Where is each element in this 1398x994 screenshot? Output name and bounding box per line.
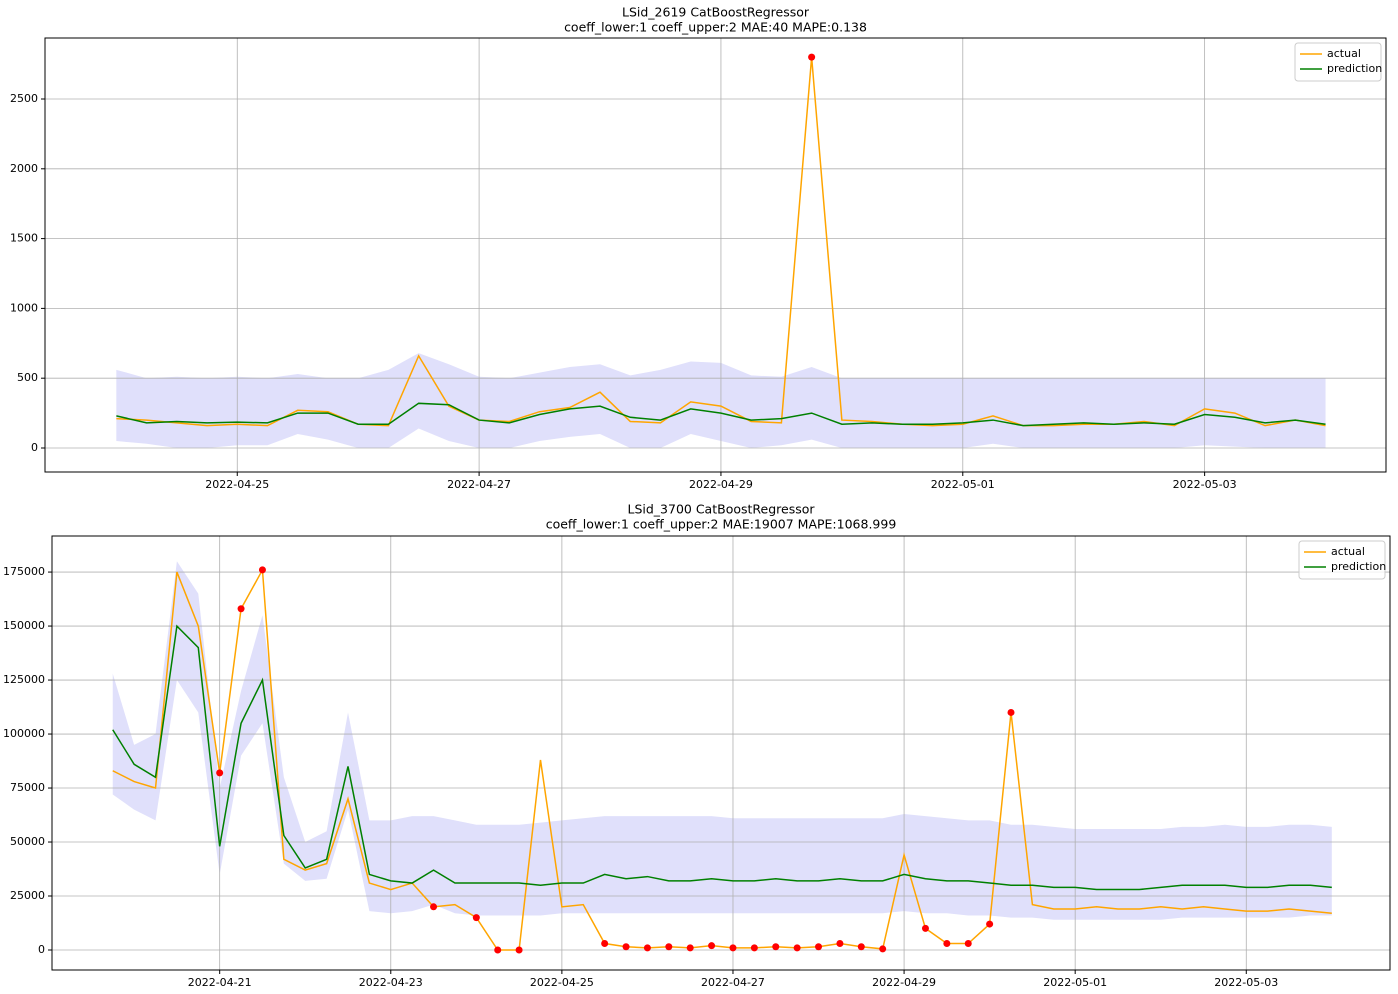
anomaly-point	[1007, 708, 1015, 716]
confidence-band	[112, 561, 1332, 920]
anomaly-point	[515, 946, 523, 954]
axes-frame	[44, 37, 1387, 473]
x-tick-label: 2022-04-29	[872, 976, 936, 989]
chart-title: LSid_2619 CatBoostRegressor	[622, 5, 810, 20]
x-tick-label: 2022-05-03	[1173, 478, 1237, 491]
y-tick-label: 1000	[10, 301, 38, 314]
y-tick-label: 100000	[3, 727, 45, 740]
x-tick-label: 2022-04-27	[701, 976, 765, 989]
anomaly-point	[643, 944, 651, 952]
y-tick-label: 500	[17, 371, 38, 384]
series-line	[116, 402, 1326, 427]
x-tick-label: 2022-05-01	[1043, 976, 1107, 989]
legend-box	[1298, 540, 1386, 580]
x-tick-label: 2022-04-29	[689, 478, 753, 491]
y-tick-label: 2500	[10, 92, 38, 105]
anomaly-point	[808, 53, 816, 61]
anomaly-point	[729, 944, 737, 952]
y-tick-label: 125000	[3, 673, 45, 686]
anomaly-point	[986, 920, 994, 928]
legend-label: prediction	[1327, 62, 1382, 75]
chart-title: LSid_3700 CatBoostRegressor	[627, 502, 815, 517]
y-tick-label: 175000	[3, 565, 45, 578]
y-tick-label: 75000	[10, 781, 45, 794]
axes-frame	[51, 535, 1391, 971]
anomaly-point	[857, 943, 865, 951]
chart-subtitle: coeff_lower:1 coeff_upper:2 MAE:40 MAPE:…	[564, 20, 867, 35]
anomaly-point	[708, 942, 716, 950]
anomaly-point	[665, 943, 673, 951]
anomaly-point	[836, 940, 844, 948]
anomaly-point	[494, 946, 502, 954]
y-tick-label: 25000	[10, 889, 45, 902]
anomaly-point	[472, 914, 480, 922]
anomaly-point	[686, 944, 694, 952]
y-tick-label: 2000	[10, 162, 38, 175]
anomaly-point	[430, 903, 438, 911]
anomaly-point	[601, 940, 609, 948]
x-tick-label: 2022-04-25	[205, 478, 269, 491]
y-tick-label: 0	[31, 441, 38, 454]
series-line	[112, 624, 1332, 891]
y-tick-label: 150000	[3, 619, 45, 632]
anomaly-point	[622, 943, 630, 951]
anomaly-point	[879, 945, 887, 953]
legend-box	[1294, 42, 1382, 82]
x-tick-label: 2022-04-23	[359, 976, 423, 989]
y-tick-label: 50000	[10, 835, 45, 848]
anomaly-point	[258, 566, 266, 574]
x-tick-label: 2022-05-01	[931, 478, 995, 491]
anomaly-point	[964, 940, 972, 948]
legend-label: actual	[1327, 47, 1361, 60]
x-tick-label: 2022-04-21	[188, 976, 252, 989]
anomaly-point	[815, 943, 823, 951]
legend-label: actual	[1331, 545, 1365, 558]
anomaly-point	[216, 769, 224, 777]
y-tick-label: 1500	[10, 232, 38, 245]
y-tick-label: 0	[38, 943, 45, 956]
x-tick-label: 2022-04-25	[530, 976, 594, 989]
legend-label: prediction	[1331, 560, 1386, 573]
anomaly-point	[750, 944, 758, 952]
x-tick-label: 2022-04-27	[447, 478, 511, 491]
x-tick-label: 2022-05-03	[1214, 976, 1278, 989]
anomaly-point	[237, 605, 245, 613]
anomaly-point	[793, 944, 801, 952]
anomaly-point	[772, 943, 780, 951]
anomaly-point	[921, 924, 929, 932]
anomaly-point	[943, 940, 951, 948]
series-line	[112, 567, 1332, 951]
chart-subtitle: coeff_lower:1 coeff_upper:2 MAE:19007 MA…	[546, 517, 897, 532]
